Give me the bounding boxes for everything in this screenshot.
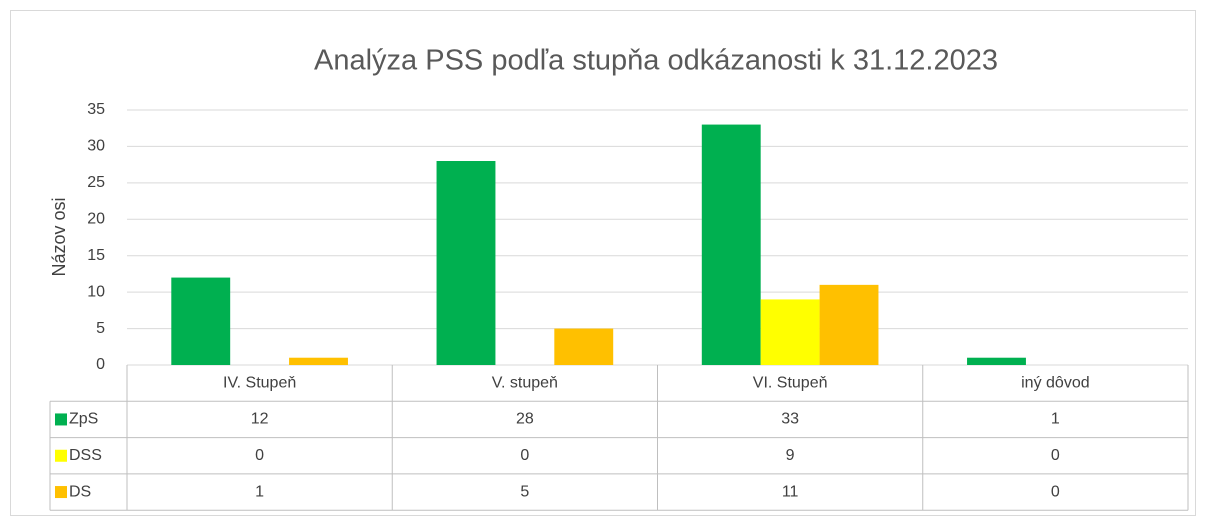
table-value: 12: [251, 411, 269, 428]
legend-label: DS: [69, 483, 91, 500]
y-tick-label: 20: [87, 211, 105, 228]
chart-title: Analýza PSS podľa stupňa odkázanosti k 3…: [314, 45, 998, 77]
table-value: 1: [1051, 411, 1060, 428]
table-value: 5: [520, 483, 529, 500]
table-value: 33: [781, 411, 799, 428]
table-value: 28: [516, 411, 534, 428]
bar: [436, 161, 496, 365]
legend-label: DSS: [69, 447, 102, 464]
y-tick-label: 10: [87, 283, 105, 300]
x-tick-label: IV. Stupeň: [223, 374, 296, 391]
bar: [171, 277, 231, 365]
y-tick-label: 0: [96, 356, 105, 373]
bar: [554, 328, 614, 365]
y-tick-label: 15: [87, 247, 105, 264]
y-tick-label: 35: [87, 101, 105, 118]
legend-label: ZpS: [69, 411, 98, 428]
bar: [967, 357, 1026, 365]
y-axis-label: Názov osi: [49, 197, 69, 276]
table-value: 11: [782, 483, 799, 500]
bar: [760, 299, 820, 365]
legend-key: [55, 449, 67, 462]
legend-key: [55, 413, 67, 426]
bar: [701, 124, 761, 365]
y-tick-label: 30: [87, 138, 105, 155]
chart-border: [10, 10, 1196, 516]
bar: [289, 357, 348, 365]
x-tick-label: V. stupeň: [492, 374, 558, 391]
table-value: 0: [255, 447, 264, 464]
y-tick-label: 5: [96, 320, 105, 337]
legend-key: [55, 486, 67, 499]
table-value: 1: [255, 483, 264, 500]
y-tick-label: 25: [87, 174, 105, 191]
table-value: 9: [786, 447, 795, 464]
x-tick-label: VI. Stupeň: [753, 374, 828, 391]
bar: [819, 284, 879, 365]
table-value: 0: [520, 447, 529, 464]
x-tick-label: iný dôvod: [1021, 374, 1090, 391]
table-value: 0: [1051, 447, 1060, 464]
table-value: 0: [1051, 483, 1060, 500]
